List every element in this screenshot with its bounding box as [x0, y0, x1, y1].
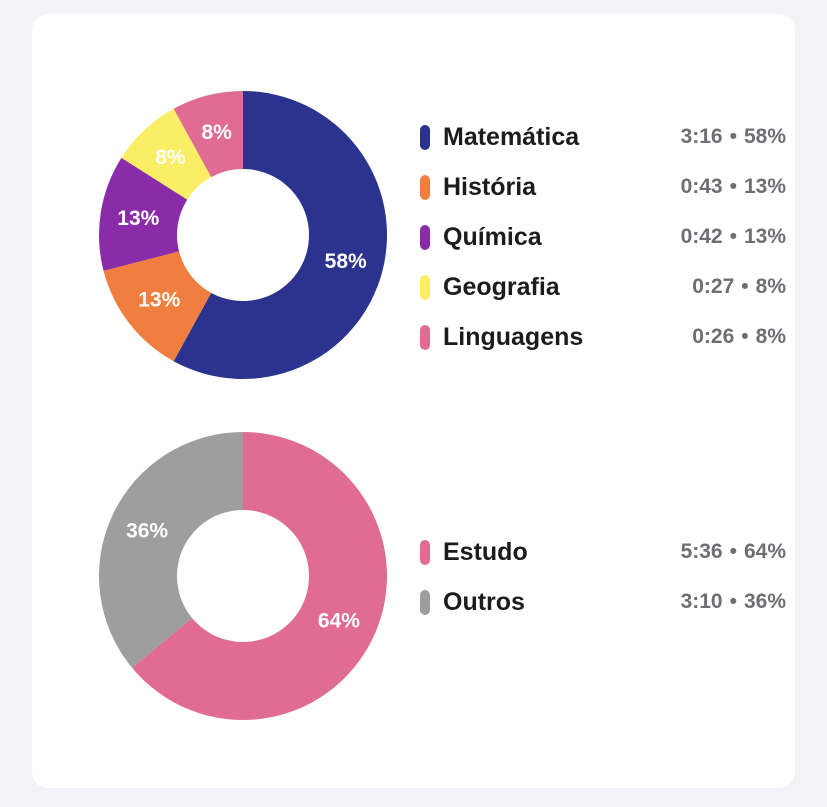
legend-time: 0:43 — [680, 175, 723, 198]
slice-label-estudo: 64% — [318, 610, 360, 633]
legend-label: Matemática — [443, 122, 580, 151]
slice-label-quimica: 13% — [117, 207, 159, 230]
slice-label-linguagens: 8% — [201, 121, 232, 144]
legend-swatch — [420, 174, 430, 200]
legend-separator: • — [729, 125, 737, 148]
slice-geografia — [121, 108, 212, 200]
slice-estudo — [132, 432, 387, 720]
legend-percent: 8% — [755, 275, 786, 298]
legend-time: 5:36 — [680, 540, 723, 563]
legend-label: Química — [443, 222, 542, 251]
legend-swatch — [420, 124, 430, 150]
subject-legend: Matemática 3:16 • 58% História 0:43 • 13% Químic… — [420, 112, 786, 362]
legend-time: 0:26 — [692, 325, 735, 348]
legend-value: 0:27 • 8% — [692, 275, 786, 299]
slice-linguagens — [173, 91, 243, 178]
legend-percent: 8% — [755, 325, 786, 348]
legend-value: 0:43 • 13% — [681, 175, 786, 199]
legend-swatch — [420, 539, 430, 565]
legend-label: Linguagens — [443, 322, 584, 351]
legend-item-geografia: Geografia 0:27 • 8% — [420, 262, 786, 312]
slice-historia — [103, 251, 212, 362]
legend-time: 0:27 — [692, 275, 735, 298]
legend-percent: 64% — [743, 540, 786, 563]
legend-label: Outros — [443, 587, 525, 616]
legend-value: 3:16 • 58% — [681, 125, 786, 149]
legend-percent: 13% — [743, 175, 786, 198]
slice-label-outros: 36% — [126, 519, 168, 542]
legend-percent: 36% — [743, 590, 786, 613]
legend-swatch — [420, 324, 430, 350]
slice-matematica — [173, 91, 387, 379]
legend-label: Estudo — [443, 537, 528, 566]
legend-time: 3:10 — [680, 590, 723, 613]
slice-outros — [99, 432, 243, 668]
legend-item-quimica: Química 0:42 • 13% — [420, 212, 786, 262]
legend-item-linguagens: Linguagens 0:26 • 8% — [420, 312, 786, 362]
legend-item-historia: História 0:43 • 13% — [420, 162, 786, 212]
chart-card: 58% 13% 13% 8% 8% Matemática 3:16 • 58% História… — [32, 14, 795, 788]
legend-value: 0:26 • 8% — [692, 325, 786, 349]
legend-swatch — [420, 589, 430, 615]
legend-value: 0:42 • 13% — [681, 225, 786, 249]
legend-separator: • — [741, 325, 749, 348]
legend-separator: • — [729, 225, 737, 248]
legend-label: História — [443, 172, 537, 201]
subject-donut-chart: 58% 13% 13% 8% 8% — [99, 91, 387, 379]
legend-separator: • — [729, 175, 737, 198]
legend-item-outros: Outros 3:10 • 36% — [420, 577, 786, 627]
legend-separator: • — [741, 275, 749, 298]
legend-separator: • — [729, 590, 737, 613]
legend-time: 3:16 — [680, 125, 723, 148]
legend-time: 0:42 — [680, 225, 723, 248]
legend-item-estudo: Estudo 5:36 • 64% — [420, 527, 786, 577]
legend-item-matematica: Matemática 3:16 • 58% — [420, 112, 786, 162]
legend-swatch — [420, 224, 430, 250]
slice-label-matematica: 58% — [325, 250, 367, 273]
legend-separator: • — [729, 540, 737, 563]
legend-label: Geografia — [443, 272, 560, 301]
legend-percent: 13% — [743, 225, 786, 248]
legend-percent: 58% — [743, 125, 786, 148]
legend-value: 5:36 • 64% — [681, 540, 786, 564]
slice-label-geografia: 8% — [155, 146, 186, 169]
legend-swatch — [420, 274, 430, 300]
activity-donut-chart: 64% 36% — [99, 432, 387, 720]
activity-legend: Estudo 5:36 • 64% Outros 3:10 • 36% — [420, 527, 786, 627]
legend-value: 3:10 • 36% — [681, 590, 786, 614]
slice-quimica — [99, 157, 188, 271]
slice-label-historia: 13% — [138, 288, 180, 311]
